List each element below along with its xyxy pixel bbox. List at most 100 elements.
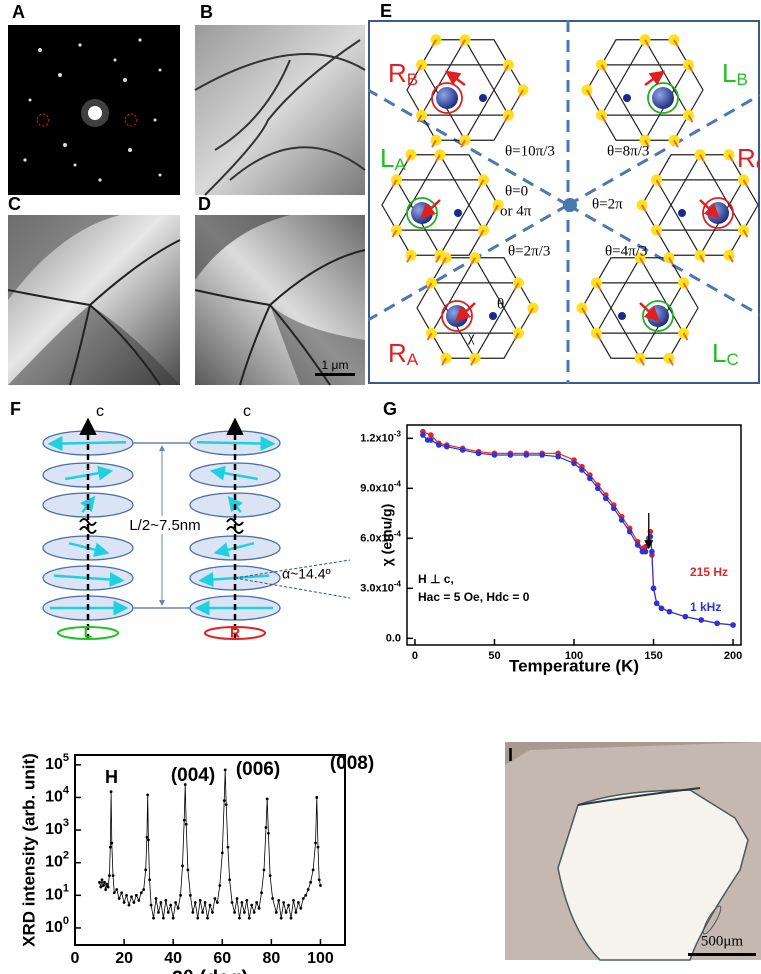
data-point (683, 614, 689, 620)
y-tick-base: 10 (45, 919, 63, 936)
data-point (221, 851, 224, 854)
c-axis-label: c (96, 403, 104, 420)
data-point (104, 888, 107, 891)
data-point (309, 881, 312, 884)
x-tick-label: 20 (115, 950, 133, 967)
data-point (130, 895, 133, 898)
data-point (115, 888, 118, 891)
region-sub: B (736, 70, 747, 89)
lorentz-image-d: 1 μm (195, 215, 365, 385)
data-point (236, 897, 239, 900)
data-point (123, 901, 126, 904)
data-point (172, 917, 175, 920)
data-point (233, 911, 236, 914)
y-tick-label: 102 (45, 850, 69, 871)
data-point (228, 878, 231, 881)
data-point (101, 878, 104, 881)
panel-label: C (8, 194, 21, 214)
panel-label: D (198, 194, 211, 214)
data-point (255, 901, 258, 904)
data-point (299, 907, 302, 910)
data-point (194, 901, 197, 904)
angle-label: θ=4π/3 (605, 243, 647, 259)
data-point (263, 869, 266, 872)
y-tick-base: 0.0 (386, 632, 401, 644)
data-point (611, 506, 617, 512)
data-point (214, 897, 217, 900)
data-point (555, 454, 561, 460)
handedness-label: L (84, 625, 93, 641)
data-point (245, 899, 248, 902)
diffraction-image (8, 25, 180, 195)
data-point (635, 542, 641, 548)
data-point (98, 881, 101, 884)
data-point (287, 904, 290, 907)
data-point (177, 907, 180, 910)
x-tick-label: 60 (213, 950, 231, 967)
tilt-label: α~14.4º (282, 566, 331, 582)
skyrmion (707, 202, 729, 224)
scale-bar-label: 1 μm (322, 358, 349, 372)
y-tick-exponent: 4 (63, 784, 70, 796)
x-tick-label: 0 (412, 650, 418, 662)
data-point (162, 917, 165, 920)
data-point (260, 891, 263, 894)
y-tick-label: 105 (45, 752, 69, 773)
data-point (277, 899, 280, 902)
data-point (181, 864, 184, 867)
region-sub: C (726, 350, 738, 369)
y-tick-exponent: 5 (63, 752, 69, 764)
data-point (216, 901, 219, 904)
data-point (112, 874, 115, 877)
data-point (128, 904, 131, 907)
data-point (201, 911, 204, 914)
data-point (292, 899, 295, 902)
x-axis-title: 2θ (deg) (172, 967, 248, 974)
y-tick-label: 100 (45, 915, 69, 936)
data-point (148, 878, 151, 881)
y-tick-exponent: -4 (394, 479, 402, 488)
data-point (243, 911, 246, 914)
angle-label: θ=10π/3 (505, 143, 555, 159)
c-axis-label: c (243, 403, 251, 420)
x-tick-label: 40 (164, 950, 182, 967)
legend-label: 215 Hz (690, 565, 728, 579)
data-point (146, 836, 149, 839)
y-tick-base: 3.0x10 (360, 582, 394, 594)
data-point (619, 517, 625, 523)
annotation: H ⊥ c, (418, 572, 454, 586)
region-sub: B (407, 70, 418, 89)
data-point (183, 819, 186, 822)
data-point (144, 869, 147, 872)
data-point (508, 452, 514, 458)
data-point (227, 846, 230, 849)
data-point (238, 917, 241, 920)
region-main: R (388, 338, 407, 368)
data-point (698, 617, 704, 623)
scale-bar-label: 500μm (701, 933, 744, 949)
data-point (199, 899, 202, 902)
region-main: L (712, 338, 726, 368)
y-tick-exponent: 0 (63, 915, 69, 927)
peak-label: (006) (236, 759, 280, 780)
y-tick-exponent: 2 (63, 850, 69, 862)
angle-label: θ=2π/3 (508, 243, 550, 259)
y-tick-label: 104 (45, 784, 70, 805)
data-point (282, 901, 285, 904)
data-point (225, 803, 228, 806)
data-point (211, 911, 214, 914)
x-axis-title: Temperature (K) (509, 656, 639, 675)
y-tick-label: 103 (45, 817, 69, 838)
data-point (595, 486, 601, 492)
data-point (110, 790, 113, 793)
region-main: L (380, 143, 394, 173)
data-point (253, 911, 256, 914)
data-point (428, 437, 434, 443)
panel-label: I (508, 745, 513, 765)
data-point (266, 798, 269, 801)
data-point (730, 622, 736, 628)
data-point (99, 886, 102, 889)
angle-label: θ (497, 296, 504, 312)
data-point (107, 886, 110, 889)
